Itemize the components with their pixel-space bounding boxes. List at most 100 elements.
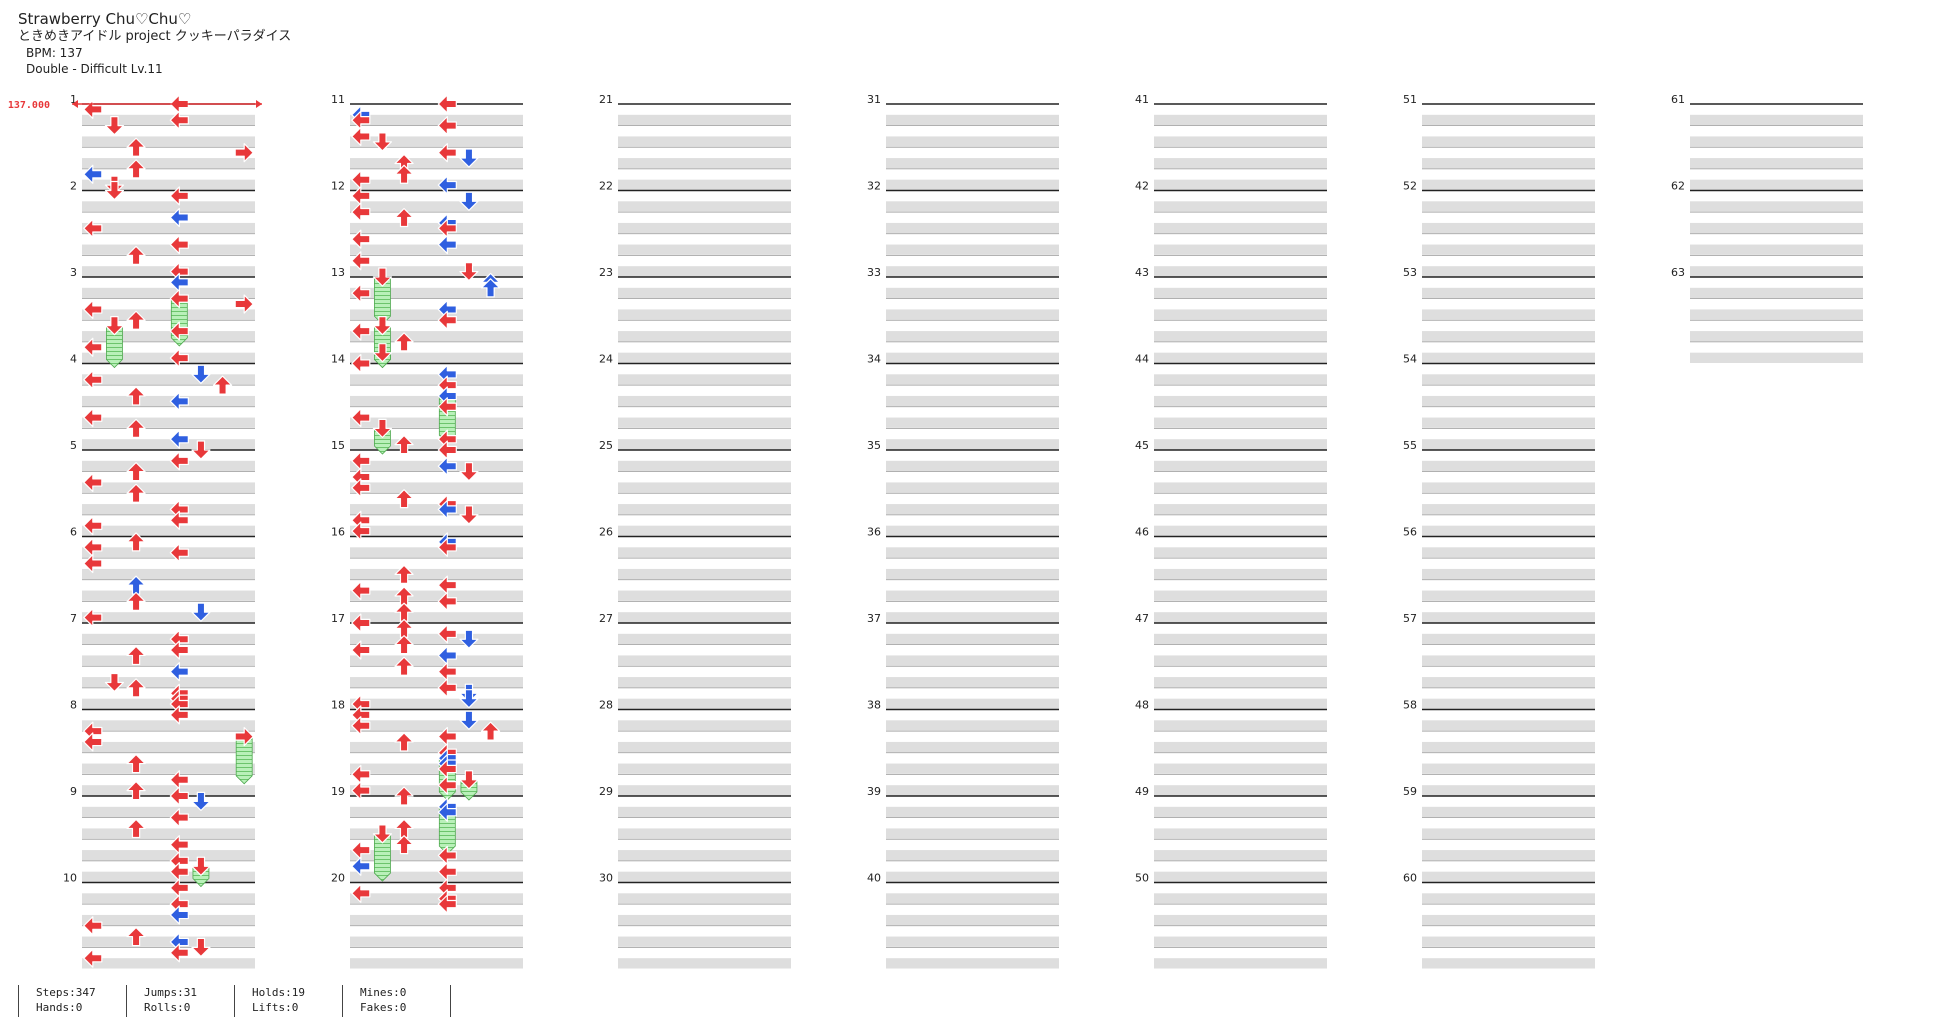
beat-band	[82, 828, 255, 839]
step-arrow	[126, 532, 146, 552]
step-arrow	[104, 116, 125, 136]
beat-band	[350, 655, 523, 666]
beat-band	[350, 395, 523, 407]
beat-band	[886, 806, 1059, 818]
step-arrow	[480, 278, 501, 298]
step-arrow	[169, 289, 189, 309]
measure-number: 33	[867, 266, 881, 279]
beat-band	[1422, 482, 1595, 493]
measure-number: 34	[867, 353, 881, 366]
beat-band	[618, 936, 791, 947]
measure-number: 59	[1403, 785, 1417, 798]
bpm-tip	[256, 100, 262, 108]
step-arrow	[83, 472, 103, 493]
beat-band	[886, 741, 1059, 753]
step-arrow	[83, 164, 103, 184]
beat-band	[82, 677, 255, 688]
measure-number: 46	[1135, 526, 1149, 539]
beat-band	[350, 179, 523, 190]
stat-mines: Mines:0	[360, 986, 407, 999]
beat-band	[1154, 374, 1327, 385]
beat-band	[350, 222, 523, 234]
bpm-tip	[72, 100, 78, 108]
beat-band	[1422, 785, 1595, 796]
beat-band	[886, 201, 1059, 212]
beat-band	[618, 266, 791, 277]
beat-band	[1154, 114, 1327, 126]
beat-band	[618, 222, 791, 234]
step-arrow	[169, 429, 189, 449]
step-arrow	[169, 207, 189, 228]
step-arrow	[126, 645, 146, 666]
stat-fakes: Fakes:0	[360, 1001, 407, 1014]
step-arrow	[394, 586, 414, 606]
beat-band	[1690, 266, 1863, 277]
beat-band	[618, 914, 791, 926]
beat-band	[82, 871, 255, 882]
step-arrow	[169, 905, 189, 925]
beat-band	[350, 460, 523, 472]
measure-number: 12	[331, 180, 345, 193]
beat-band	[350, 352, 523, 363]
beat-band	[82, 460, 255, 472]
step-arrow	[351, 580, 371, 601]
beat-band	[886, 958, 1059, 969]
step-arrow	[351, 613, 371, 633]
step-arrow	[126, 159, 146, 179]
beat-band	[1422, 633, 1595, 645]
beat-band	[1422, 720, 1595, 731]
beat-band	[618, 763, 791, 774]
step-arrow	[169, 110, 189, 130]
beat-band	[82, 914, 255, 926]
step-arrow	[351, 229, 371, 249]
beat-band	[1154, 936, 1327, 947]
beat-band	[618, 460, 791, 472]
step-arrow	[437, 143, 457, 163]
step-arrow	[126, 137, 146, 157]
beat-band	[886, 547, 1059, 558]
beat-band	[82, 482, 255, 493]
beat-band	[82, 331, 255, 342]
beat-band	[1422, 158, 1595, 169]
step-arrow	[394, 164, 414, 184]
measure-number: 19	[331, 785, 345, 798]
step-arrow	[169, 640, 189, 660]
measure-number: 62	[1671, 180, 1685, 193]
beat-band	[1154, 417, 1327, 428]
beat-band	[1422, 547, 1595, 558]
step-arrow	[351, 353, 371, 374]
step-arrow	[394, 564, 414, 584]
beat-band	[1154, 785, 1327, 796]
step-arrow	[394, 332, 414, 352]
measure-number: 5	[70, 439, 77, 452]
beat-band	[1422, 893, 1595, 904]
beat-band	[618, 655, 791, 666]
step-arrow	[437, 397, 457, 417]
beat-band	[618, 309, 791, 320]
beat-band	[618, 244, 791, 255]
beat-band	[350, 114, 523, 126]
step-arrow	[394, 656, 414, 676]
step-arrow	[437, 678, 457, 698]
step-arrow	[437, 456, 457, 476]
beat-band	[350, 547, 523, 558]
beat-band	[886, 720, 1059, 731]
beat-band	[886, 331, 1059, 342]
measure-number: 47	[1135, 612, 1149, 625]
measure-number: 41	[1135, 93, 1149, 106]
stat-holds: Holds:19	[252, 986, 305, 999]
beat-band	[618, 633, 791, 645]
beat-band	[1154, 395, 1327, 407]
step-arrow	[459, 629, 479, 649]
beat-band	[886, 698, 1059, 709]
beat-band	[1154, 331, 1327, 342]
beat-band	[1154, 504, 1327, 515]
beat-band	[350, 828, 523, 839]
beat-band	[886, 136, 1059, 147]
beat-band	[1154, 244, 1327, 255]
beat-band	[1154, 568, 1327, 580]
measure-number: 18	[331, 699, 345, 712]
beat-band	[886, 568, 1059, 580]
beat-band	[1422, 590, 1595, 601]
beat-band	[886, 158, 1059, 169]
